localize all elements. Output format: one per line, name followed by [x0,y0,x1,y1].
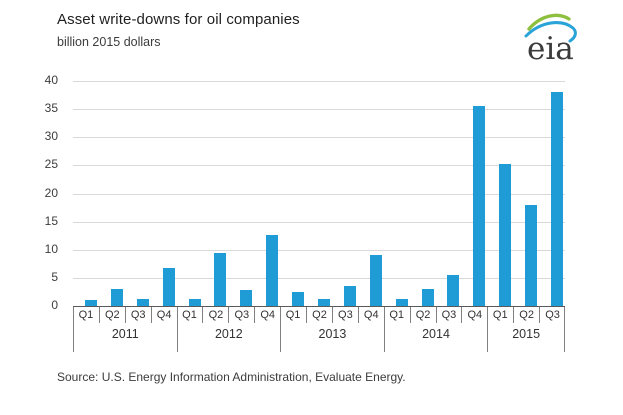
x-tick-quarter: Q3 [435,307,462,323]
chart-title: Asset write-downs for oil companies [57,11,300,28]
bar-Q1 [84,300,97,306]
bar-Q2 [214,252,227,306]
bar-Q4 [473,106,486,306]
logo-blue-swoosh-icon [524,21,577,43]
x-tick-quarter: Q2 [202,307,228,323]
x-axis-year-group: 2011 [73,306,177,352]
bar-Q3 [551,92,564,306]
y-tick-label: 20 [44,185,58,200]
y-tick-label: 35 [44,101,58,116]
bar-Q1 [395,299,408,306]
gridline-5 [73,277,565,279]
bar-Q4 [266,235,279,306]
gridline-25 [73,165,565,167]
bar-Q1 [499,164,512,306]
gridline-40 [73,81,565,82]
x-axis-year-group: 2015 [487,306,565,352]
x-tick-year: 2014 [422,327,450,341]
x-tick-quarter: Q1 [285,309,301,321]
bar-Q1 [292,291,305,306]
x-tick-quarter: Q2 [409,307,436,323]
x-tick-quarter: Q3 [539,307,565,323]
y-tick-label: 15 [44,213,58,228]
x-tick-quarter: Q4 [150,307,177,323]
bar-Q4 [369,255,382,306]
gridline-35 [73,109,565,111]
bar-Q1 [188,298,201,306]
eia-logo: eia [524,13,577,67]
x-tick-quarter: Q3 [228,307,254,323]
y-tick-label: 0 [51,298,58,312]
x-axis-year-group: 2014 [383,306,488,352]
logo-green-swoosh-icon [527,13,571,31]
y-tick-label: 40 [44,73,58,87]
x-tick-quarter: Q4 [254,307,280,323]
y-tick-label: 10 [44,241,58,256]
x-tick-quarter: Q3 [124,307,151,323]
x-tick-quarter: Q2 [98,307,125,323]
source-note: Source: U.S. Energy Information Administ… [57,370,406,384]
x-tick-year: 2012 [214,327,243,341]
gridline-20 [73,193,565,195]
bar-Q2 [525,204,538,306]
bar-Q2 [110,289,123,306]
x-tick-year: 2011 [111,327,139,341]
logo-text: eia [527,31,574,67]
y-tick-label: 30 [44,129,58,144]
chart-unit-label: billion 2015 dollars [57,35,161,49]
x-tick-year: 2015 [512,327,541,341]
gridline-30 [73,137,565,139]
x-tick-quarter: Q1 [182,309,197,321]
bar-Q4 [162,267,175,306]
y-tick-label: 5 [51,269,58,284]
x-tick-quarter: Q1 [78,309,94,321]
x-axis-line [73,306,565,307]
bar-Q3 [240,290,253,306]
gridline-10 [73,249,565,251]
x-tick-quarter: Q1 [389,309,405,321]
x-tick-quarter: Q3 [331,307,358,323]
gridline-15 [73,221,565,223]
x-axis-year-group: 2012 [176,306,281,352]
x-axis-year-group: 2013 [280,306,384,352]
y-tick-label: 25 [44,157,58,172]
x-tick-year: 2013 [318,327,347,341]
x-tick-quarter: Q4 [357,307,384,323]
x-tick-quarter: Q2 [306,307,332,323]
bar-Q2 [318,299,330,306]
bar-Q3 [447,275,460,306]
x-tick-quarter: Q1 [492,309,508,321]
bar-Q2 [421,289,434,306]
x-tick-quarter: Q4 [461,307,487,323]
bar-Q3 [136,298,149,306]
x-tick-quarter: Q2 [513,307,539,323]
bar-Q3 [343,286,356,306]
